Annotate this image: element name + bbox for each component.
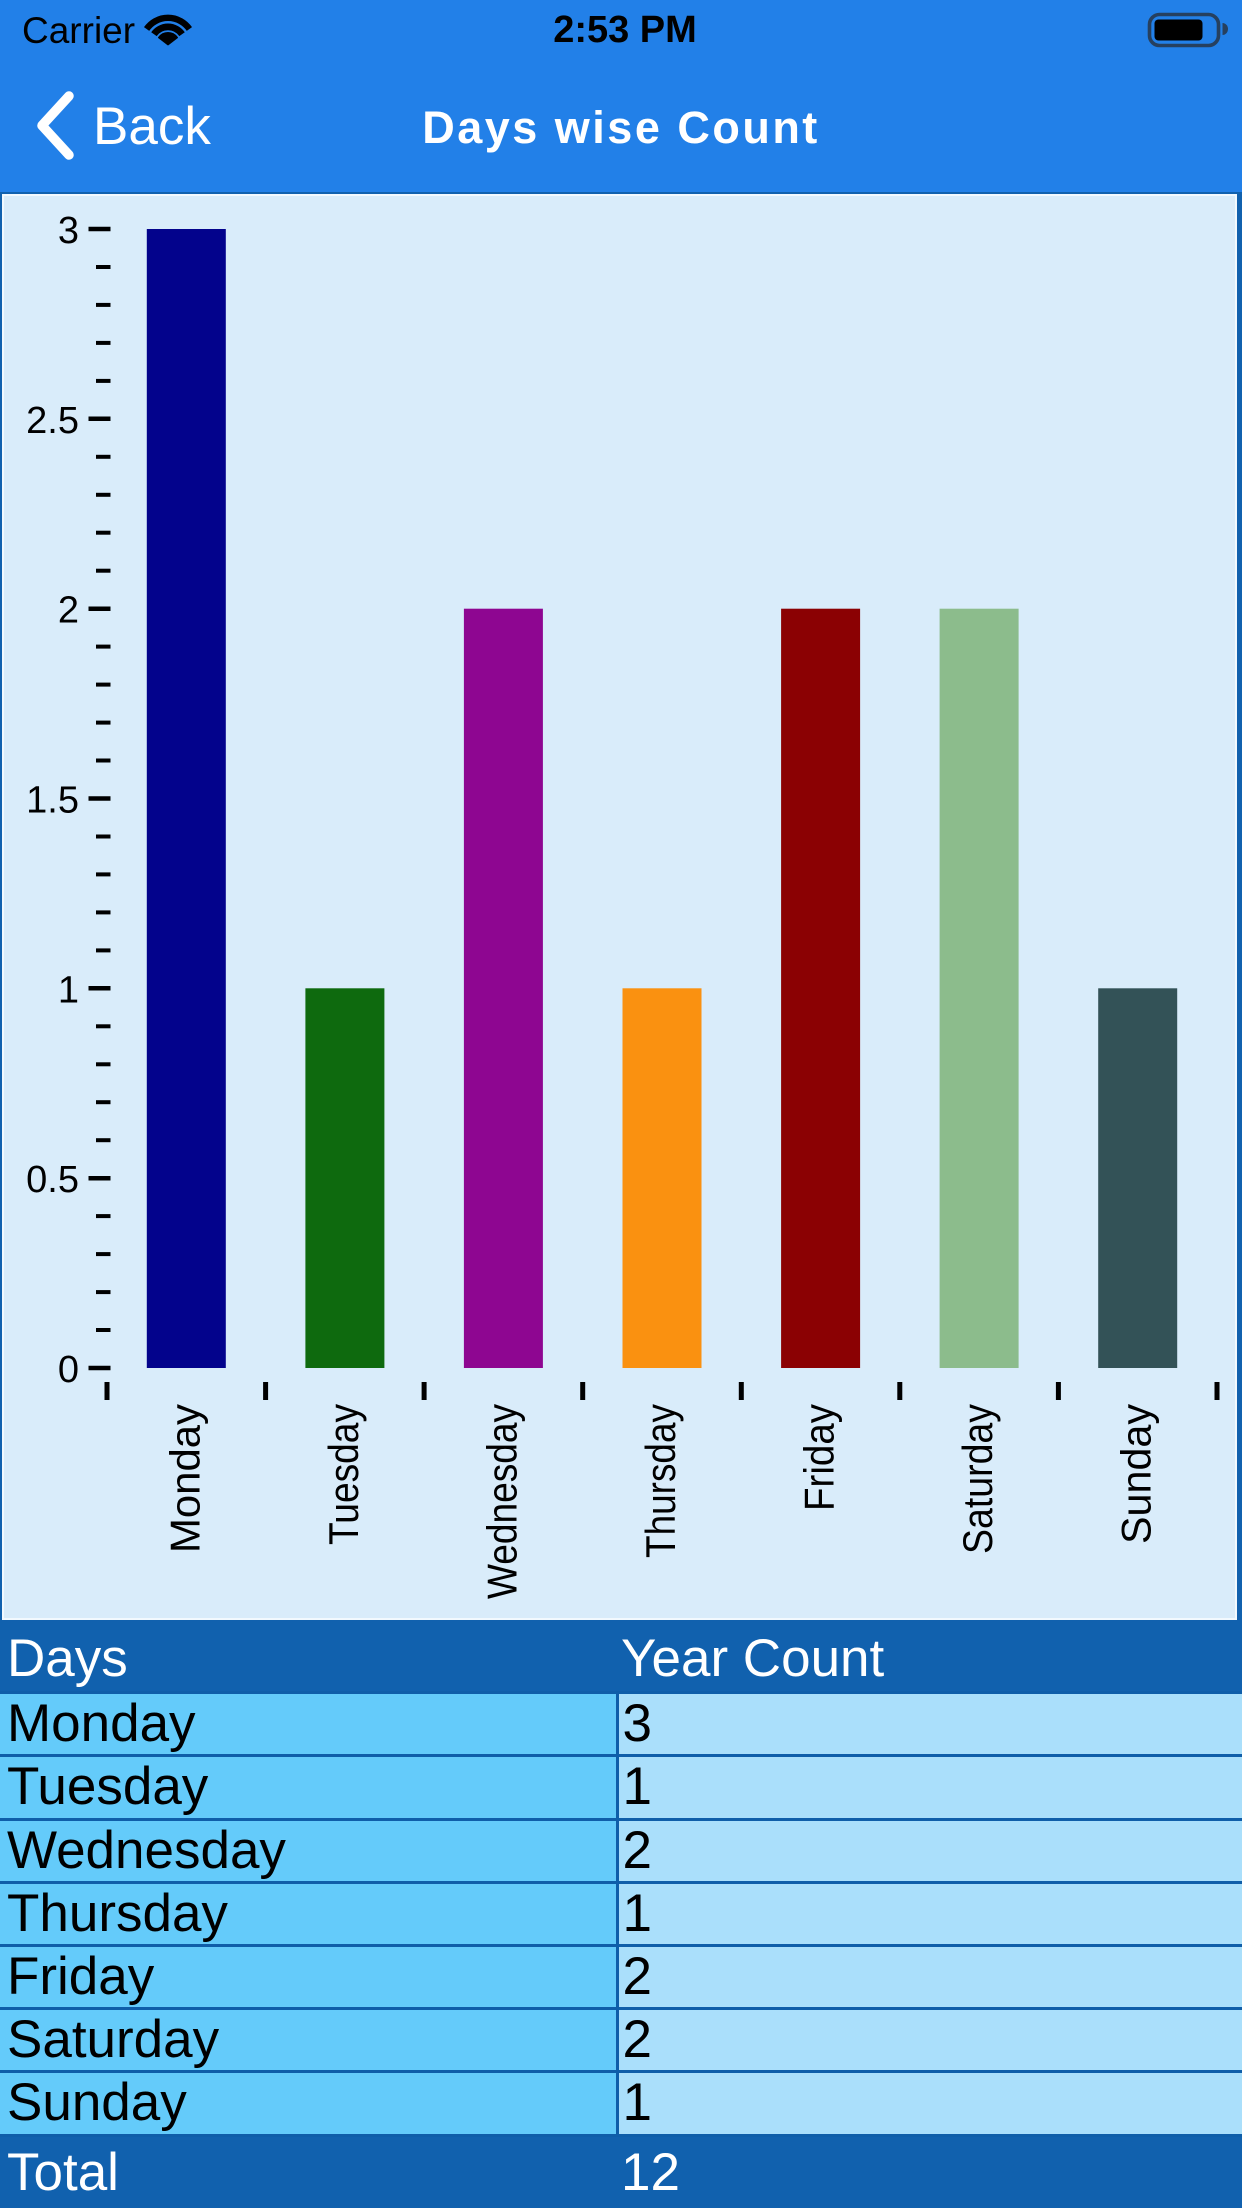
svg-text:Friday: Friday <box>796 1404 843 1511</box>
svg-text:2: 2 <box>58 590 79 632</box>
svg-text:3: 3 <box>58 210 79 252</box>
svg-text:0: 0 <box>58 1349 79 1391</box>
svg-text:Wednesday: Wednesday <box>478 1404 525 1599</box>
svg-text:1.5: 1.5 <box>26 780 79 822</box>
svg-text:1: 1 <box>58 969 79 1011</box>
svg-text:Monday: Monday <box>161 1404 208 1553</box>
svg-text:Tuesday: Tuesday <box>320 1404 367 1545</box>
svg-text:Saturday: Saturday <box>954 1404 1001 1554</box>
svg-text:Thursday: Thursday <box>637 1404 684 1558</box>
svg-text:Sunday: Sunday <box>1113 1404 1160 1544</box>
svg-text:0.5: 0.5 <box>26 1159 79 1201</box>
svg-text:2.5: 2.5 <box>26 400 79 442</box>
